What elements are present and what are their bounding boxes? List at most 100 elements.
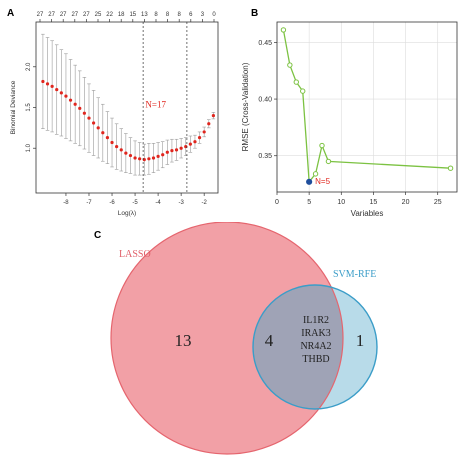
venn-gene-label: NR4A2 (300, 341, 331, 352)
data-point (151, 156, 156, 160)
x-tick-label: 0 (275, 199, 279, 206)
svm-rfe-rmse-chart: B 0 5 10 15 20 25 0.35 0.40 0.45 Variables RMSE (C… (241, 8, 458, 218)
x-axis-label: Variables (351, 209, 384, 218)
venn-label-lasso: LASSO (119, 249, 151, 260)
rmse-series-line (282, 29, 451, 184)
data-point (96, 126, 100, 130)
n-annotation: N=5 (315, 177, 330, 186)
top-tick-label: 13 (141, 12, 148, 18)
venn-count-intersection: 4 (265, 331, 274, 350)
top-tick-label: 8 (154, 12, 158, 18)
top-tick-label: 22 (106, 12, 113, 18)
data-point (156, 154, 160, 158)
data-point (147, 157, 151, 161)
top-tick-label: 15 (129, 12, 136, 18)
data-point (50, 84, 54, 88)
data-point (110, 140, 114, 145)
data-point (161, 153, 165, 157)
data-point (59, 91, 63, 95)
top-tick-label: 3 (201, 12, 205, 18)
data-point (128, 153, 133, 158)
data-point (142, 158, 146, 162)
data-point (174, 148, 179, 152)
panel-label-c: C (94, 230, 101, 241)
data-point (188, 142, 192, 146)
x-tick-label: -5 (132, 200, 138, 206)
data-point (202, 130, 206, 134)
data-point (170, 149, 174, 153)
data-point (115, 144, 119, 149)
optimal-point (306, 178, 313, 185)
data-point (325, 158, 332, 165)
data-point (319, 142, 325, 149)
plot-frame (35, 21, 219, 194)
x-tick-label: 5 (307, 199, 311, 206)
data-point (78, 106, 82, 110)
data-point (193, 140, 197, 144)
venn-label-svm-rfe: SVM-RFE (333, 269, 376, 280)
x-tick-label: 15 (370, 199, 378, 206)
data-point (91, 121, 96, 125)
x-tick-label: 20 (402, 199, 410, 206)
data-point (41, 79, 45, 84)
data-point (55, 87, 59, 92)
panel-b: B 0 5 10 15 20 25 0.35 0.40 0.45 Variables RMSE (C… (237, 0, 474, 222)
x-tick-label: -4 (155, 200, 161, 206)
data-point (64, 94, 68, 98)
venn-gene-label: THBD (302, 354, 329, 365)
n-annotation: N=17 (145, 100, 166, 110)
data-point (101, 131, 105, 135)
data-point (87, 116, 91, 120)
x-tick-label: 25 (434, 199, 442, 206)
panel-label-a: A (7, 8, 14, 19)
venn-count-lasso-only: 13 (175, 331, 192, 350)
data-point (73, 102, 77, 106)
data-point (300, 88, 306, 94)
x-tick-label: -7 (86, 200, 92, 206)
data-point (45, 82, 50, 86)
venn-diagram: C LASSO SVM-RFE 13 4 1 IL1R2 IRAK3 NR4A2 THBD (94, 222, 378, 455)
top-tick-label: 27 (37, 12, 44, 18)
data-point (82, 111, 86, 115)
data-point (133, 156, 137, 160)
top-tick-label: 25 (95, 12, 102, 18)
venn-gene-label: IL1R2 (303, 315, 329, 326)
y-tick-label: 0.40 (258, 97, 272, 104)
plot-frame (276, 21, 458, 193)
y-tick-label: 1.5 (26, 103, 32, 112)
y-tick-label: 1.0 (26, 143, 32, 152)
y-tick-label: 0.45 (258, 40, 272, 47)
venn-outline-lasso (110, 222, 344, 455)
panel-label-b: B (251, 8, 258, 19)
x-tick-label: -2 (202, 200, 208, 206)
data-point (197, 136, 202, 140)
venn-gene-label: IRAK3 (301, 328, 330, 339)
x-axis-label: Log(λ) (118, 210, 136, 217)
top-tick-label: 27 (83, 12, 90, 18)
top-tick-label: 6 (189, 12, 193, 18)
data-point (447, 165, 454, 171)
x-tick-label: -8 (63, 200, 69, 206)
data-point (138, 157, 142, 161)
data-point (179, 146, 183, 150)
data-point (287, 62, 293, 68)
venn-count-svm-rfe-only: 1 (356, 331, 365, 350)
venn-outline-svm-rfe (252, 284, 378, 410)
top-tick-label: 18 (118, 12, 125, 18)
top-tick-label: 27 (48, 12, 55, 18)
data-point (280, 27, 287, 33)
panel-c: C LASSO SVM-RFE 13 4 1 IL1R2 IRAK3 NR4A2 THBD (0, 222, 474, 463)
top-tick-label: 27 (71, 12, 78, 18)
data-point (184, 144, 188, 149)
venn-overlap-region (253, 285, 343, 409)
y-tick-label: 2.0 (26, 62, 32, 71)
data-point (119, 148, 123, 152)
x-tick-label: -3 (178, 200, 184, 206)
y-tick-label: 0.35 (258, 153, 272, 160)
y-axis-label: Binomial Deviance (10, 80, 17, 134)
top-tick-label: 8 (166, 12, 170, 18)
lasso-deviance-chart: A -8 -7 -6 -5 -4 -3 -2 1.0 1.5 2.0 27 27 27 27 27 25 22 1… (7, 8, 219, 217)
top-tick-label: 8 (178, 12, 182, 18)
data-point (124, 151, 128, 155)
x-tick-label: 10 (337, 199, 345, 206)
